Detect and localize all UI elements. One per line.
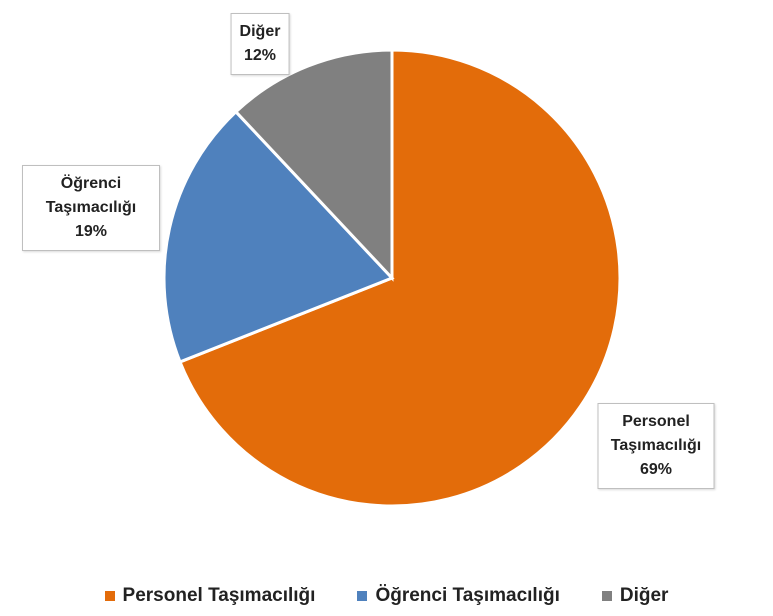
pie-slice xyxy=(162,109,395,364)
data-label-value: 69% xyxy=(639,461,673,478)
pie-slice xyxy=(233,48,394,282)
legend-label: Öğrenci Taşımacılığı xyxy=(375,585,560,606)
data-label-name: Diğer xyxy=(239,23,281,40)
legend-item: Öğrenci Taşımacılığı xyxy=(357,585,560,607)
data-label: Öğrenci Taşımacılığı 19% xyxy=(22,165,160,251)
data-label-value: 12% xyxy=(243,47,277,64)
legend-label: Personel Taşımacılığı xyxy=(122,585,316,606)
legend-item: Personel Taşımacılığı xyxy=(104,585,316,607)
legend-swatch xyxy=(601,591,612,601)
legend-swatch xyxy=(104,591,115,601)
legend-item: Diğer xyxy=(601,585,669,607)
pie-slice xyxy=(178,48,622,508)
legend: Personel Taşımacılığı Öğrenci Taşımacılığ… xyxy=(0,585,773,607)
legend-label: Diğer xyxy=(619,585,669,606)
data-label-name: Öğrenci Taşımacılığı xyxy=(45,175,137,216)
data-label: Personel Taşımacılığı 69% xyxy=(597,403,715,489)
legend-swatch xyxy=(357,591,368,601)
data-label: Diğer 12% xyxy=(230,13,290,75)
data-label-value: 19% xyxy=(74,223,108,240)
data-label-name: Personel Taşımacılığı xyxy=(610,413,702,454)
